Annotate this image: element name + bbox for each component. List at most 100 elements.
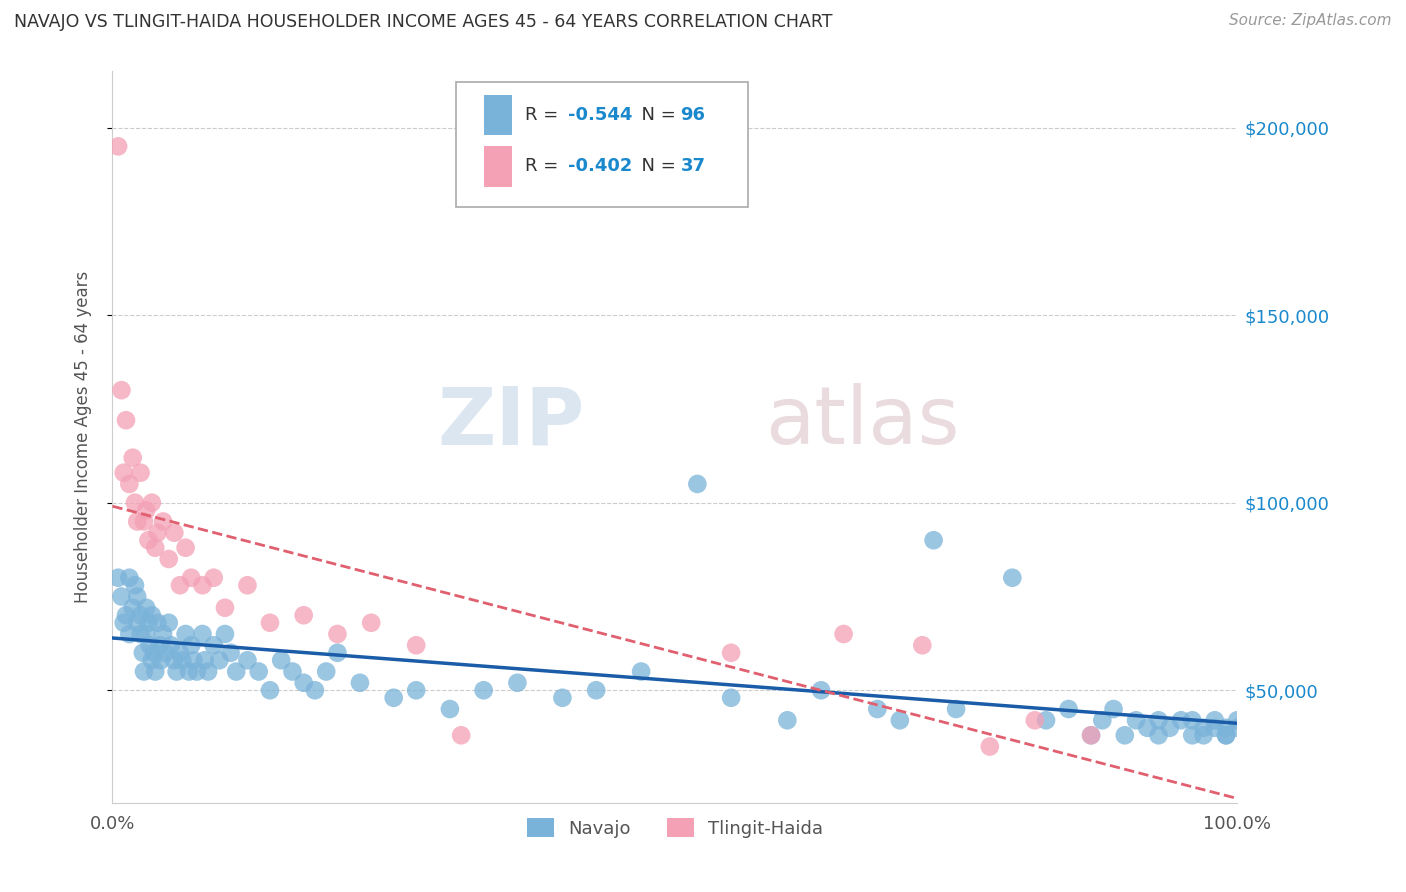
- Point: [129, 466, 152, 480]
- Point: [160, 638, 183, 652]
- Point: [439, 702, 461, 716]
- Point: [124, 578, 146, 592]
- Point: [118, 477, 141, 491]
- Point: [326, 646, 349, 660]
- Point: [1080, 728, 1102, 742]
- Point: [197, 665, 219, 679]
- Point: [149, 638, 172, 652]
- Point: [163, 525, 186, 540]
- Text: -0.544: -0.544: [568, 106, 633, 124]
- Point: [630, 665, 652, 679]
- Y-axis label: Householder Income Ages 45 - 64 years: Householder Income Ages 45 - 64 years: [73, 271, 91, 603]
- Point: [141, 496, 163, 510]
- Point: [191, 578, 214, 592]
- Text: 37: 37: [681, 158, 706, 176]
- Point: [1024, 713, 1046, 727]
- Point: [1102, 702, 1125, 716]
- Point: [1215, 728, 1237, 742]
- Point: [1215, 728, 1237, 742]
- Point: [138, 533, 160, 548]
- Point: [191, 627, 214, 641]
- Point: [146, 525, 169, 540]
- Point: [121, 600, 143, 615]
- Point: [208, 653, 231, 667]
- Point: [107, 571, 129, 585]
- Text: NAVAJO VS TLINGIT-HAIDA HOUSEHOLDER INCOME AGES 45 - 64 YEARS CORRELATION CHART: NAVAJO VS TLINGIT-HAIDA HOUSEHOLDER INCO…: [14, 13, 832, 31]
- Point: [1136, 721, 1159, 735]
- Point: [152, 627, 174, 641]
- Point: [138, 638, 160, 652]
- Point: [1147, 728, 1170, 742]
- Point: [180, 638, 202, 652]
- Point: [174, 627, 197, 641]
- Point: [979, 739, 1001, 754]
- Point: [292, 675, 315, 690]
- Point: [922, 533, 945, 548]
- Point: [118, 571, 141, 585]
- Point: [382, 690, 405, 705]
- Text: atlas: atlas: [765, 384, 959, 461]
- Point: [155, 646, 177, 660]
- Point: [186, 665, 208, 679]
- Point: [945, 702, 967, 716]
- Point: [132, 646, 155, 660]
- Point: [720, 646, 742, 660]
- Point: [110, 383, 132, 397]
- Point: [152, 515, 174, 529]
- Point: [143, 646, 166, 660]
- Point: [169, 646, 191, 660]
- Point: [127, 615, 149, 630]
- Point: [551, 690, 574, 705]
- Legend: Navajo, Tlingit-Haida: Navajo, Tlingit-Haida: [519, 811, 831, 845]
- Point: [866, 702, 889, 716]
- Point: [121, 450, 143, 465]
- Point: [1192, 728, 1215, 742]
- Point: [304, 683, 326, 698]
- Point: [115, 608, 138, 623]
- Point: [157, 615, 180, 630]
- Point: [349, 675, 371, 690]
- Point: [506, 675, 529, 690]
- Point: [1147, 713, 1170, 727]
- Point: [135, 503, 157, 517]
- Point: [127, 590, 149, 604]
- Point: [450, 728, 472, 742]
- Point: [143, 665, 166, 679]
- Point: [1192, 721, 1215, 735]
- Point: [163, 653, 186, 667]
- Bar: [484, 95, 512, 136]
- Point: [169, 578, 191, 592]
- Text: R =: R =: [526, 106, 564, 124]
- FancyBboxPatch shape: [456, 82, 748, 207]
- Point: [911, 638, 934, 652]
- Point: [118, 627, 141, 641]
- Point: [135, 600, 157, 615]
- Point: [214, 627, 236, 641]
- Point: [720, 690, 742, 705]
- Point: [1226, 721, 1249, 735]
- Point: [127, 515, 149, 529]
- Point: [129, 608, 152, 623]
- Point: [281, 665, 304, 679]
- Point: [776, 713, 799, 727]
- Point: [247, 665, 270, 679]
- Text: N =: N =: [630, 158, 682, 176]
- Point: [1215, 721, 1237, 735]
- Text: R =: R =: [526, 158, 564, 176]
- Point: [132, 515, 155, 529]
- Point: [1091, 713, 1114, 727]
- Point: [259, 615, 281, 630]
- Point: [107, 139, 129, 153]
- Point: [132, 665, 155, 679]
- Point: [214, 600, 236, 615]
- Point: [259, 683, 281, 698]
- Point: [1204, 713, 1226, 727]
- Point: [1181, 713, 1204, 727]
- Point: [115, 413, 138, 427]
- Point: [1204, 721, 1226, 735]
- Point: [143, 541, 166, 555]
- Point: [1159, 721, 1181, 735]
- Point: [585, 683, 607, 698]
- Point: [172, 653, 194, 667]
- Point: [112, 615, 135, 630]
